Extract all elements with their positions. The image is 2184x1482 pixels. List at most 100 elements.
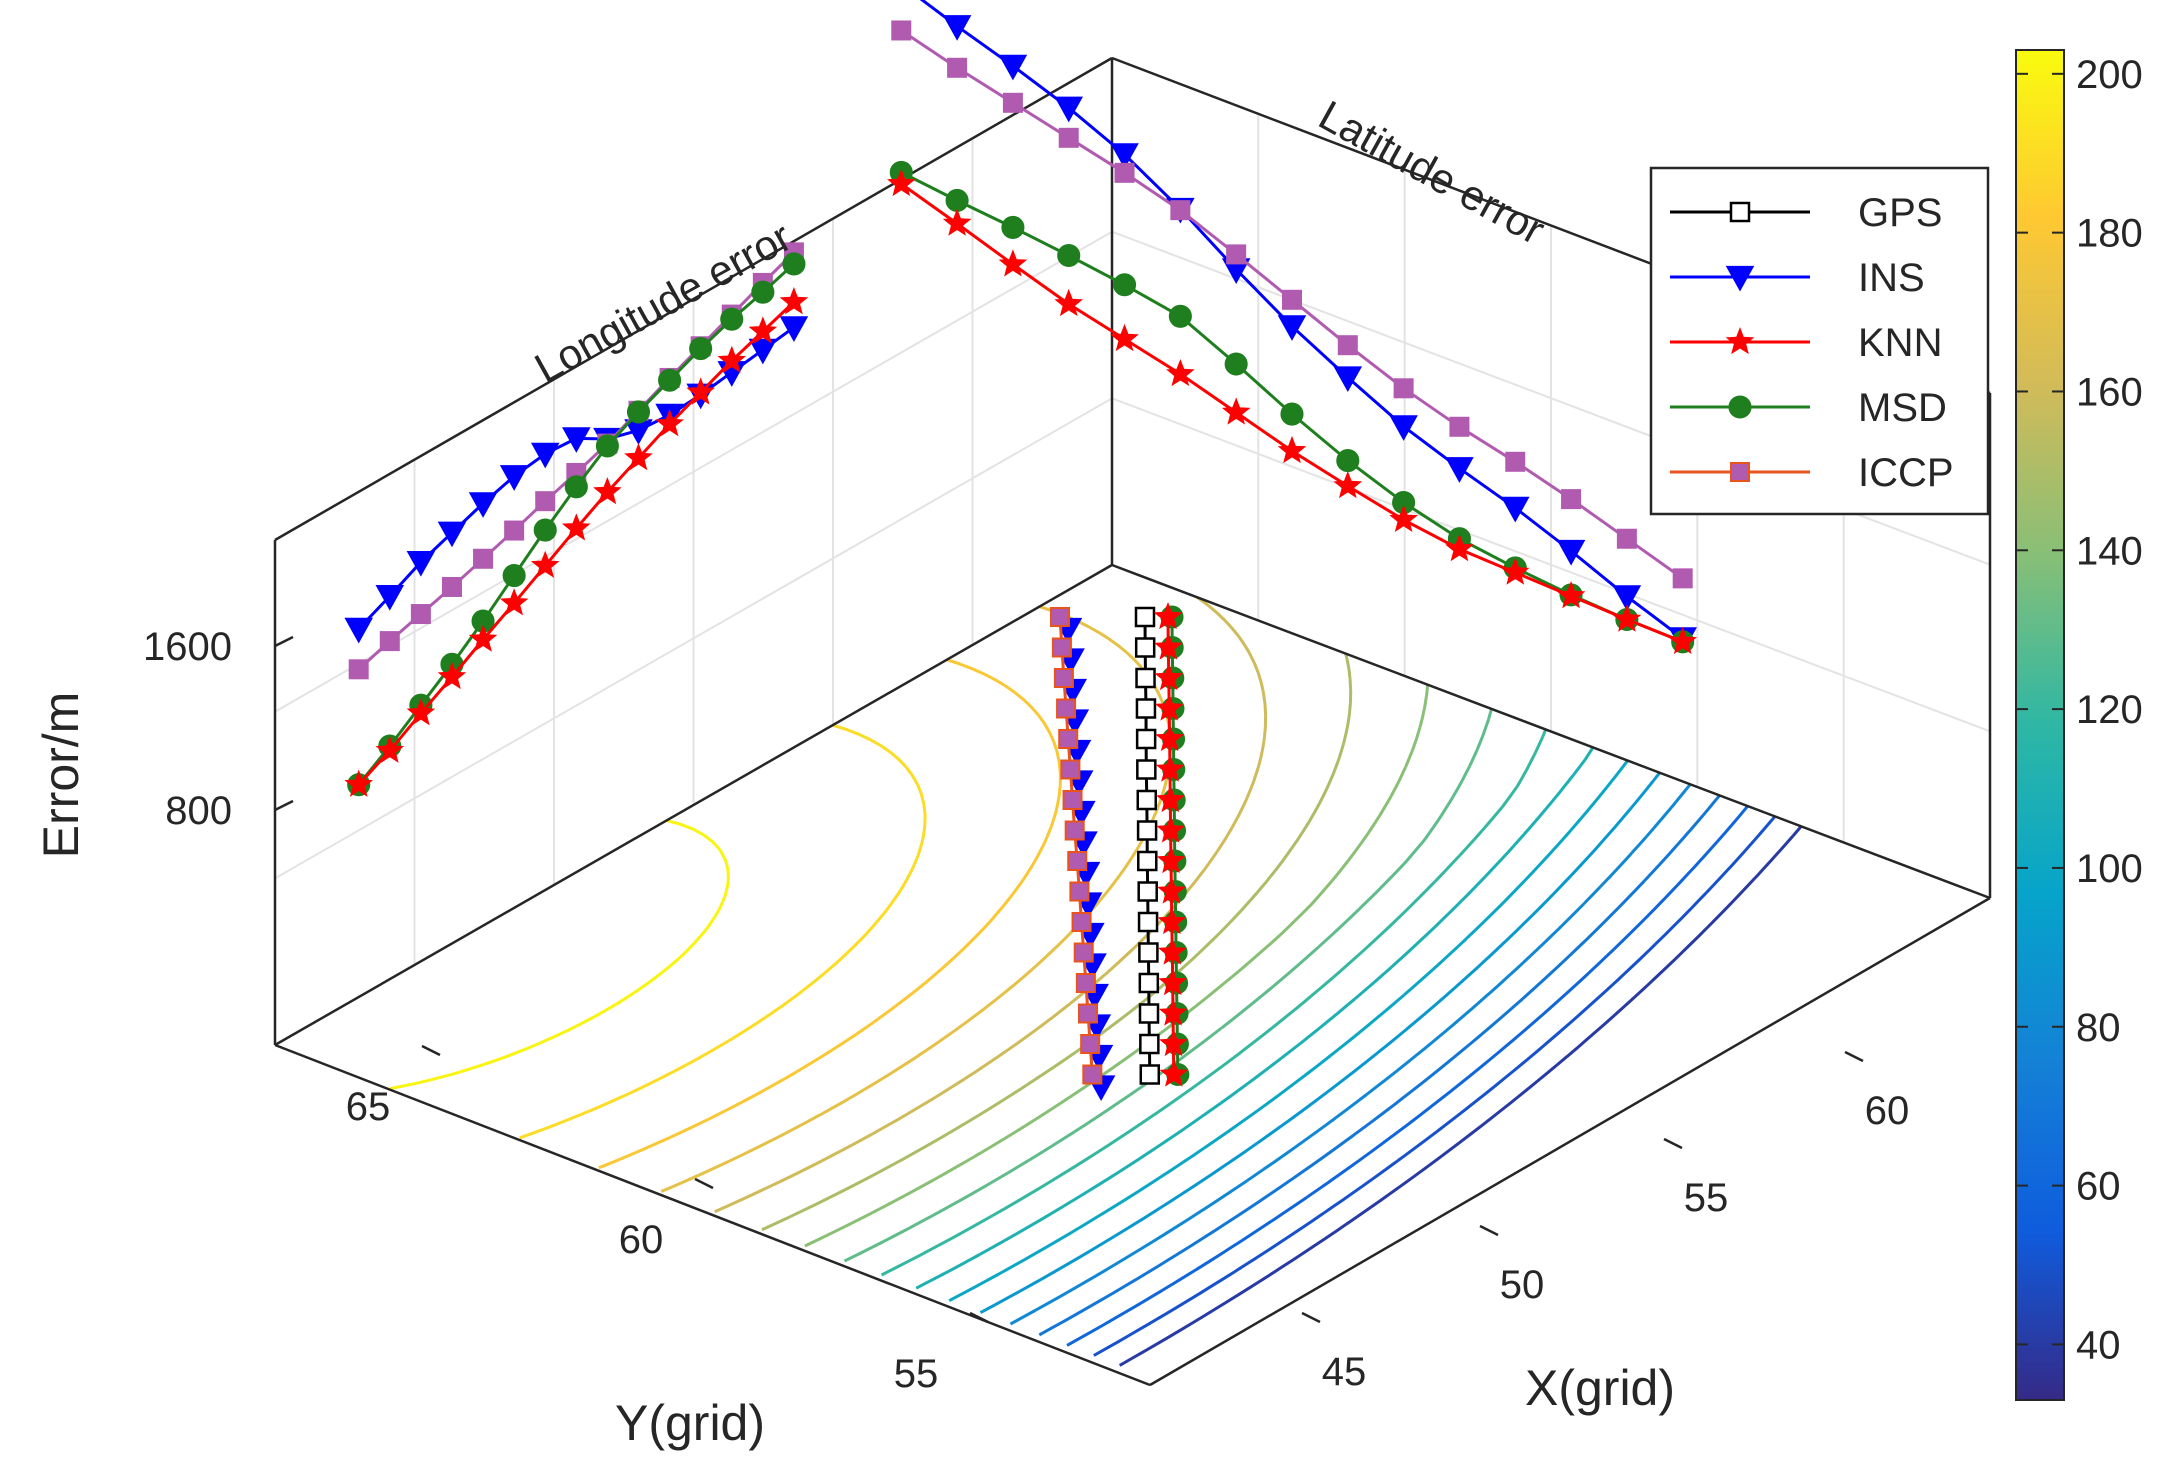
data-point xyxy=(624,442,653,471)
data-point xyxy=(1500,496,1530,523)
data-point xyxy=(468,624,498,652)
data-point xyxy=(499,588,529,616)
data-point xyxy=(1556,581,1586,609)
contour-line xyxy=(389,818,730,1091)
data-point xyxy=(1389,415,1418,441)
data-point xyxy=(782,252,806,276)
data-point xyxy=(1110,323,1139,352)
latitude-panel-title: Latitude error xyxy=(1311,91,1552,253)
data-point xyxy=(1080,1034,1101,1054)
grid-line xyxy=(274,230,1113,713)
legend-item-knn: KNN xyxy=(1670,321,1942,365)
data-point xyxy=(1137,850,1158,872)
data-point xyxy=(886,168,916,197)
colorbar-tick-label: 160 xyxy=(2076,370,2143,414)
data-point xyxy=(533,518,557,542)
data-point xyxy=(1138,942,1159,963)
axis-line xyxy=(274,563,1113,1047)
data-point xyxy=(1136,789,1157,811)
data-point xyxy=(1114,162,1135,183)
series-line xyxy=(1058,616,1094,1075)
data-point xyxy=(1612,585,1642,611)
contour-line xyxy=(714,595,1268,1214)
x-tick-label: 60 xyxy=(1865,1089,1910,1133)
data-point xyxy=(748,338,778,365)
data-point xyxy=(1337,335,1358,356)
data-point xyxy=(437,661,467,690)
y-tick xyxy=(969,1311,989,1324)
data-point xyxy=(1612,604,1642,632)
data-point xyxy=(1158,967,1188,996)
series-line xyxy=(1143,616,1152,1075)
data-point xyxy=(1281,289,1302,310)
data-point xyxy=(1073,942,1094,963)
data-point xyxy=(1135,728,1157,750)
data-point xyxy=(535,491,556,512)
data-point xyxy=(502,563,526,588)
data-point xyxy=(942,15,972,41)
colorbar-tick-label: 100 xyxy=(2076,847,2143,891)
data-point xyxy=(375,584,405,611)
data-point xyxy=(561,513,591,541)
x-tick xyxy=(1479,1224,1499,1237)
data-point xyxy=(1224,352,1248,376)
data-point xyxy=(1001,215,1025,239)
data-point xyxy=(1062,790,1083,810)
contour-line xyxy=(1009,783,1692,1326)
data-point xyxy=(406,550,436,577)
data-point xyxy=(1157,937,1187,965)
data-point xyxy=(379,631,400,652)
data-point xyxy=(942,208,972,236)
data-point xyxy=(1135,667,1156,689)
data-point xyxy=(748,316,778,344)
contour-line xyxy=(804,684,1430,1248)
data-point xyxy=(1051,637,1072,658)
data-point xyxy=(1154,632,1183,660)
data-point xyxy=(1333,470,1363,499)
z-tick-label: 800 xyxy=(165,789,232,833)
series-iccp xyxy=(891,20,1693,589)
contour-line xyxy=(519,723,927,1140)
data-point xyxy=(626,400,651,424)
data-point xyxy=(1616,528,1637,549)
data-point xyxy=(1668,626,1698,655)
data-point xyxy=(1226,244,1247,265)
y-axis-label: Y(grid) xyxy=(615,1395,765,1451)
data-point xyxy=(891,20,912,41)
series-line xyxy=(1166,616,1176,1075)
data-point xyxy=(564,475,588,499)
data-point xyxy=(1135,698,1157,719)
data-point xyxy=(998,249,1028,277)
x-tick xyxy=(1844,1050,1864,1063)
series-knn xyxy=(886,168,1698,655)
data-point xyxy=(1556,539,1586,566)
axis-line xyxy=(1149,896,1991,1387)
trajectory-knn xyxy=(1153,601,1189,1087)
legend-label: INS xyxy=(1858,256,1925,300)
data-point xyxy=(717,345,747,373)
data-point xyxy=(1168,304,1192,328)
data-point xyxy=(499,465,529,491)
series-layer xyxy=(344,0,1698,1102)
data-point xyxy=(1137,881,1158,902)
data-point xyxy=(1054,96,1084,123)
data-point xyxy=(1561,489,1582,510)
data-point xyxy=(1725,265,1755,292)
data-point xyxy=(468,492,498,518)
data-point xyxy=(1057,243,1081,268)
data-point xyxy=(441,576,462,597)
data-point xyxy=(562,427,591,453)
z-tick xyxy=(274,799,294,812)
contour-plot xyxy=(389,595,1803,1367)
data-point xyxy=(1155,754,1185,782)
data-point xyxy=(1058,127,1079,148)
data-point xyxy=(1158,998,1188,1026)
data-point xyxy=(1280,402,1304,426)
data-point xyxy=(1134,637,1156,658)
axis-line xyxy=(1111,563,1991,900)
contour-line xyxy=(1038,794,1721,1337)
trajectory-gps xyxy=(1134,606,1161,1085)
axis-line xyxy=(274,56,1113,542)
data-point xyxy=(1154,663,1184,691)
